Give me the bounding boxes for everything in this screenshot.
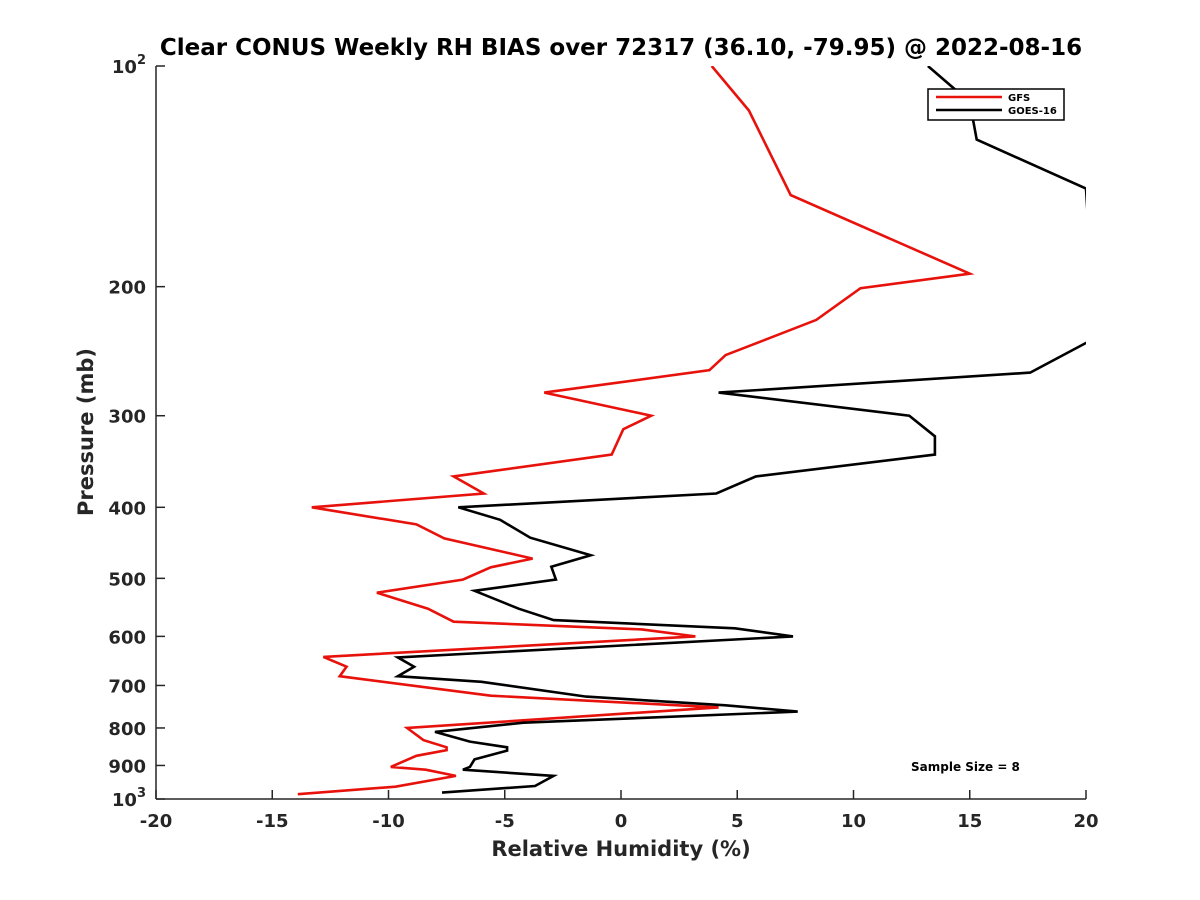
x-tick-label: -20 <box>140 811 173 832</box>
y-tick-label: 400 <box>108 498 146 519</box>
legend-box <box>927 88 1065 121</box>
x-tick-label: 5 <box>731 811 744 832</box>
x-tick-label: 15 <box>957 811 982 832</box>
series-layer <box>297 66 1086 796</box>
legend-label-gfs: GFS <box>1008 93 1030 104</box>
x-axis-label: Relative Humidity (%) <box>491 837 750 861</box>
sample-size-annotation: Sample Size = 8 <box>911 760 1020 774</box>
y-axis-label: Pressure (mb) <box>74 348 98 516</box>
legend-label-goes16: GOES-16 <box>1008 106 1057 117</box>
y-tick-label: 900 <box>108 756 146 777</box>
y-tick-label: 200 <box>108 278 146 299</box>
chart-title: Clear CONUS Weekly RH BIAS over 72317 (3… <box>160 35 1082 61</box>
y-ticks: 102 200 300 400 500 600 700 800 900 103 <box>108 53 165 811</box>
x-tick-label: 20 <box>1073 811 1098 832</box>
y-tick-label: 700 <box>108 676 146 697</box>
legend: GFS GOES-16 <box>927 88 1065 121</box>
y-tick-label: 500 <box>108 569 146 590</box>
y-tick-label: 103 <box>112 786 146 811</box>
x-tick-label: 10 <box>841 811 866 832</box>
x-tick-label: 0 <box>615 811 628 832</box>
series-line-goes16 <box>393 66 1086 794</box>
x-tick-label: -15 <box>256 811 289 832</box>
x-ticks: -20 -15 -10 -5 0 5 10 15 20 <box>140 790 1099 832</box>
y-tick-label: 102 <box>112 53 146 78</box>
y-tick-label: 300 <box>108 407 146 428</box>
x-tick-label: -5 <box>495 811 515 832</box>
y-tick-label: 600 <box>108 627 146 648</box>
x-tick-label: -10 <box>372 811 405 832</box>
series-line-gfs <box>297 66 975 796</box>
y-tick-label: 800 <box>108 719 146 740</box>
